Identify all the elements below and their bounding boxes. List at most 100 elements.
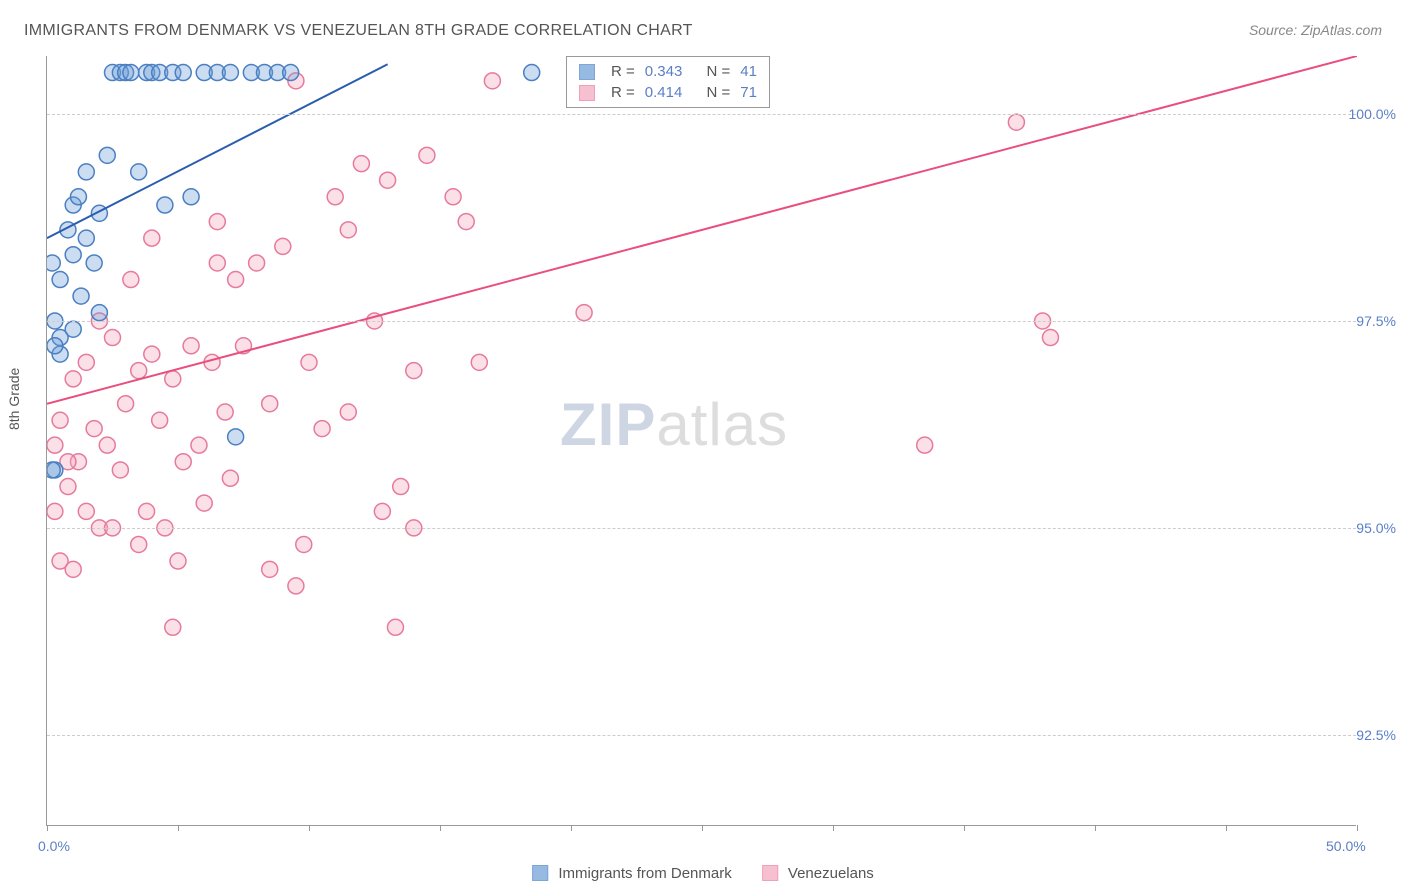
xtick [571, 825, 572, 831]
data-point [78, 503, 94, 519]
data-point [52, 412, 68, 428]
data-point [340, 404, 356, 420]
ytick-label: 95.0% [1356, 520, 1396, 536]
data-point [191, 437, 207, 453]
data-point [283, 65, 299, 81]
data-point [183, 189, 199, 205]
swatch-denmark-bottom [532, 865, 548, 881]
data-point [374, 503, 390, 519]
data-point [123, 272, 139, 288]
data-point [86, 255, 102, 271]
xtick [178, 825, 179, 831]
scatter-plot-svg [47, 56, 1357, 826]
gridline [47, 114, 1356, 115]
legend-n-denmark: 41 [740, 63, 757, 80]
data-point [217, 404, 233, 420]
regression-line [47, 56, 1357, 404]
data-point [228, 272, 244, 288]
xtick-label: 50.0% [1326, 838, 1366, 854]
data-point [209, 214, 225, 230]
xtick [440, 825, 441, 831]
data-point [65, 371, 81, 387]
legend-n-prefix: N = [706, 84, 730, 101]
data-point [65, 247, 81, 263]
data-point [262, 396, 278, 412]
legend-r-prefix: R = [611, 63, 635, 80]
data-point [78, 164, 94, 180]
data-point [209, 255, 225, 271]
xtick [833, 825, 834, 831]
data-point [222, 65, 238, 81]
data-point [131, 536, 147, 552]
xtick [1357, 825, 1358, 831]
swatch-venezuela-bottom [762, 865, 778, 881]
data-point [1042, 330, 1058, 346]
bottom-legend: Immigrants from Denmark Venezuelans [532, 865, 874, 882]
gridline [47, 735, 1356, 736]
xtick [1226, 825, 1227, 831]
data-point [262, 561, 278, 577]
data-point [99, 437, 115, 453]
data-point [380, 172, 396, 188]
data-point [301, 354, 317, 370]
data-point [123, 65, 139, 81]
data-point [152, 412, 168, 428]
data-point [296, 536, 312, 552]
data-point [458, 214, 474, 230]
data-point [131, 363, 147, 379]
data-point [86, 421, 102, 437]
data-point [471, 354, 487, 370]
data-point [65, 561, 81, 577]
data-point [47, 437, 63, 453]
data-point [165, 371, 181, 387]
data-point [524, 65, 540, 81]
data-point [91, 305, 107, 321]
legend-item-venezuela: Venezuelans [762, 865, 874, 882]
data-point [165, 619, 181, 635]
data-point [387, 619, 403, 635]
data-point [249, 255, 265, 271]
legend-item-denmark: Immigrants from Denmark [532, 865, 732, 882]
y-axis-label: 8th Grade [6, 368, 22, 430]
data-point [47, 338, 63, 354]
ytick-label: 100.0% [1349, 106, 1396, 122]
xtick-label: 0.0% [38, 838, 70, 854]
swatch-venezuela [579, 85, 595, 101]
data-point [73, 288, 89, 304]
data-point [175, 65, 191, 81]
gridline [47, 528, 1356, 529]
data-point [327, 189, 343, 205]
data-point [78, 354, 94, 370]
data-point [222, 470, 238, 486]
xtick [964, 825, 965, 831]
data-point [78, 230, 94, 246]
data-point [47, 255, 60, 271]
source-label: Source: ZipAtlas.com [1249, 22, 1382, 38]
legend-r-venezuela: 0.414 [645, 84, 683, 101]
data-point [275, 238, 291, 254]
data-point [340, 222, 356, 238]
data-point [139, 503, 155, 519]
swatch-denmark [579, 64, 595, 80]
data-point [170, 553, 186, 569]
correlation-legend: R = 0.343 N = 41 R = 0.414 N = 71 [566, 56, 770, 108]
legend-n-venezuela: 71 [740, 84, 757, 101]
legend-r-prefix: R = [611, 84, 635, 101]
xtick [702, 825, 703, 831]
xtick [47, 825, 48, 831]
data-point [157, 197, 173, 213]
data-point [1008, 114, 1024, 130]
data-point [576, 305, 592, 321]
chart-title: IMMIGRANTS FROM DENMARK VS VENEZUELAN 8T… [24, 22, 693, 40]
data-point [47, 503, 63, 519]
data-point [144, 346, 160, 362]
regression-line [47, 64, 388, 238]
data-point [196, 495, 212, 511]
data-point [112, 462, 128, 478]
legend-row-denmark: R = 0.343 N = 41 [579, 61, 757, 82]
data-point [314, 421, 330, 437]
gridline [47, 321, 1356, 322]
legend-n-prefix: N = [706, 63, 730, 80]
data-point [917, 437, 933, 453]
legend-row-venezuela: R = 0.414 N = 71 [579, 82, 757, 103]
